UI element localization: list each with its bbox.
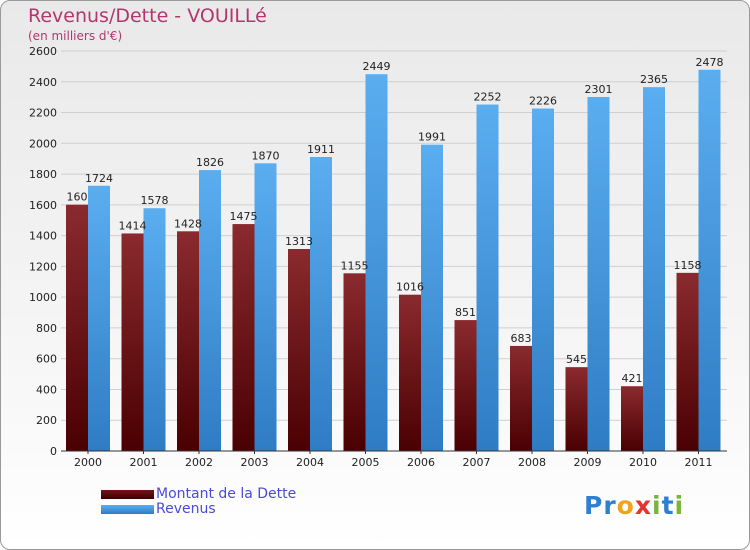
logo-letter: x [634, 491, 652, 520]
x-tick-label: 2008 [518, 456, 546, 469]
data-label: 1016 [396, 281, 424, 294]
x-tick-label: 2003 [241, 456, 269, 469]
data-label: 1475 [230, 210, 258, 223]
data-label: 1155 [341, 259, 369, 272]
x-tick-label: 2006 [407, 456, 435, 469]
data-label: 1428 [174, 217, 202, 230]
data-label: 1578 [141, 194, 169, 207]
y-tick-label: 2000 [29, 137, 57, 150]
legend-label-debt: Montant de la Dette [156, 486, 297, 502]
bar-debt [288, 249, 310, 451]
data-label: 1158 [674, 259, 702, 272]
bar-debt [343, 273, 366, 451]
bar-debt [177, 231, 199, 451]
bar-revenue [143, 208, 166, 451]
y-tick-label: 200 [36, 414, 57, 427]
bar-debt [399, 294, 421, 451]
data-label: 1991 [418, 131, 446, 144]
y-tick-label: 1200 [29, 260, 57, 273]
data-label: 2478 [696, 56, 724, 69]
y-tick-label: 800 [36, 322, 57, 335]
bar-debt [676, 272, 699, 451]
x-tick-label: 2001 [130, 456, 158, 469]
logo-letter: o [616, 491, 635, 520]
bar-revenue [365, 74, 388, 451]
logo-letter: r [603, 491, 617, 520]
bar-revenue [587, 97, 610, 451]
data-label: 1826 [196, 156, 224, 169]
bar-debt [565, 367, 588, 451]
data-label: 1313 [285, 235, 313, 248]
bar-debt [66, 204, 88, 451]
legend-swatch-revenue [101, 505, 154, 514]
bar-debt [621, 386, 643, 451]
logo-letter: i [674, 491, 685, 520]
y-tick-label: 1800 [29, 168, 57, 181]
y-tick-label: 1600 [29, 199, 57, 212]
data-label: 160 [67, 191, 88, 204]
data-label: 1911 [307, 143, 335, 156]
chart-subtitle: (en milliers d'€) [28, 29, 123, 43]
data-label: 1724 [85, 172, 113, 185]
x-tick-label: 2009 [574, 456, 602, 469]
bar-revenue [254, 163, 277, 452]
chart-title: Revenus/Dette - VOUILLé [28, 5, 267, 27]
bar-revenue [476, 104, 499, 452]
x-tick-label: 2011 [685, 456, 713, 469]
logo-letter: t [661, 491, 675, 520]
bar-debt [121, 233, 144, 451]
bars [66, 69, 721, 452]
proxiti-logo: Proxiti [584, 491, 684, 520]
y-tick-label: 600 [36, 353, 57, 366]
data-label: 421 [622, 372, 643, 385]
bar-debt [510, 345, 532, 451]
bar-debt [232, 224, 255, 451]
bar-revenue [698, 69, 721, 452]
y-tick-label: 1000 [29, 291, 57, 304]
x-tick-label: 2004 [296, 456, 324, 469]
data-labels: 160 1724 1414 1578 1428 1826 1475 1870 1313 1911 1… [67, 56, 724, 385]
data-label: 2301 [585, 83, 613, 96]
data-label: 683 [511, 332, 532, 345]
data-label: 851 [455, 306, 476, 319]
y-tick-label: 0 [50, 445, 57, 458]
logo-letter: i [652, 491, 662, 520]
x-axis-ticks: 2000 2001 2002 2003 2004 2005 2006 2007 2008 2009… [74, 451, 713, 469]
gridlines [61, 50, 727, 452]
y-tick-label: 2400 [29, 76, 57, 89]
data-label: 2365 [640, 73, 668, 86]
legend-label-revenue: Revenus [156, 501, 216, 517]
bar-revenue [421, 144, 443, 451]
x-tick-label: 2007 [463, 456, 491, 469]
x-tick-label: 2010 [629, 456, 657, 469]
y-tick-label: 2200 [29, 107, 57, 120]
bar-debt [454, 320, 477, 451]
data-label: 1414 [119, 219, 147, 232]
y-tick-label: 2600 [29, 45, 57, 58]
bar-revenue [310, 157, 332, 451]
bar-revenue [643, 87, 665, 452]
y-tick-label: 1400 [29, 230, 57, 243]
y-axis-ticks: 0 200 400 600 800 1000 1200 1400 1600 1800 2000 220… [29, 45, 57, 458]
bar-revenue [88, 185, 110, 451]
logo-letter: P [584, 491, 604, 520]
data-label: 545 [566, 353, 587, 366]
data-label: 1870 [252, 149, 280, 162]
legend-swatch-debt [101, 490, 154, 499]
x-tick-label: 2005 [352, 456, 380, 469]
data-label: 2252 [474, 91, 502, 104]
bar-revenue [199, 170, 221, 452]
bar-revenue [532, 108, 554, 452]
x-tick-label: 2002 [185, 456, 213, 469]
data-label: 2449 [363, 60, 391, 73]
data-label: 2226 [529, 95, 557, 108]
y-tick-label: 400 [36, 383, 57, 396]
x-tick-label: 2000 [74, 456, 102, 469]
